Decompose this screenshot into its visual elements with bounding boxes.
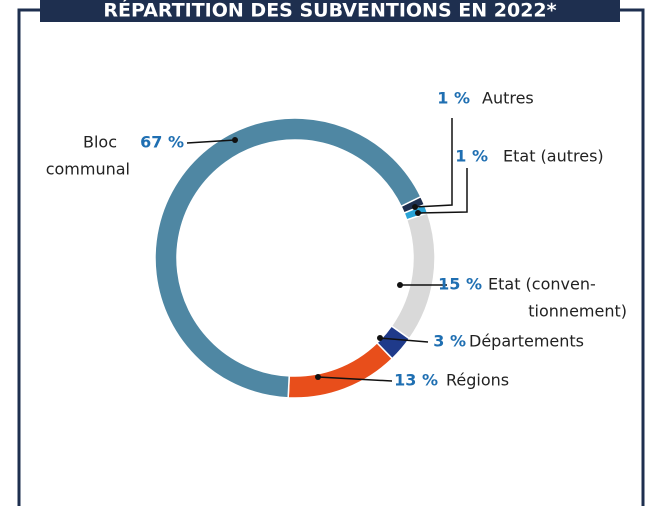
leader-dot: [412, 204, 418, 210]
value-label: 1 %: [455, 147, 488, 166]
slice-label: Départements: [469, 332, 584, 351]
title-box: [40, 0, 620, 22]
leader-dot: [397, 282, 403, 288]
leader-dot: [415, 210, 421, 216]
leader-line: [317, 376, 393, 382]
slice-label: Etat (conven-: [488, 275, 596, 294]
value-label: 15 %: [438, 275, 482, 294]
slice-label: tionnement): [528, 302, 627, 321]
donut-slice: [390, 211, 436, 340]
chart-title: RÉPARTITION DES SUBVENTIONS EN 2022*: [103, 0, 556, 22]
frame: [17, 8, 645, 506]
leader-line: [186, 139, 236, 144]
leader-dot: [232, 137, 238, 143]
leader-dot: [315, 374, 321, 380]
slice-label: Autres: [482, 89, 534, 108]
leader-line: [379, 337, 429, 343]
slice-label: Etat (autres): [503, 147, 604, 166]
leader-line: [417, 168, 468, 214]
value-label: 3 %: [433, 332, 466, 351]
slice-label: Régions: [446, 371, 509, 390]
slice-label: Bloc: [83, 133, 117, 152]
leader-dot: [377, 335, 383, 341]
slice-label: communal: [46, 160, 130, 179]
value-label: 13 %: [394, 371, 438, 390]
value-label: 67 %: [140, 133, 184, 152]
value-label: 1 %: [437, 89, 470, 108]
leader-line: [414, 118, 453, 208]
donut-slice: [154, 117, 422, 399]
donut-slice: [287, 341, 394, 399]
